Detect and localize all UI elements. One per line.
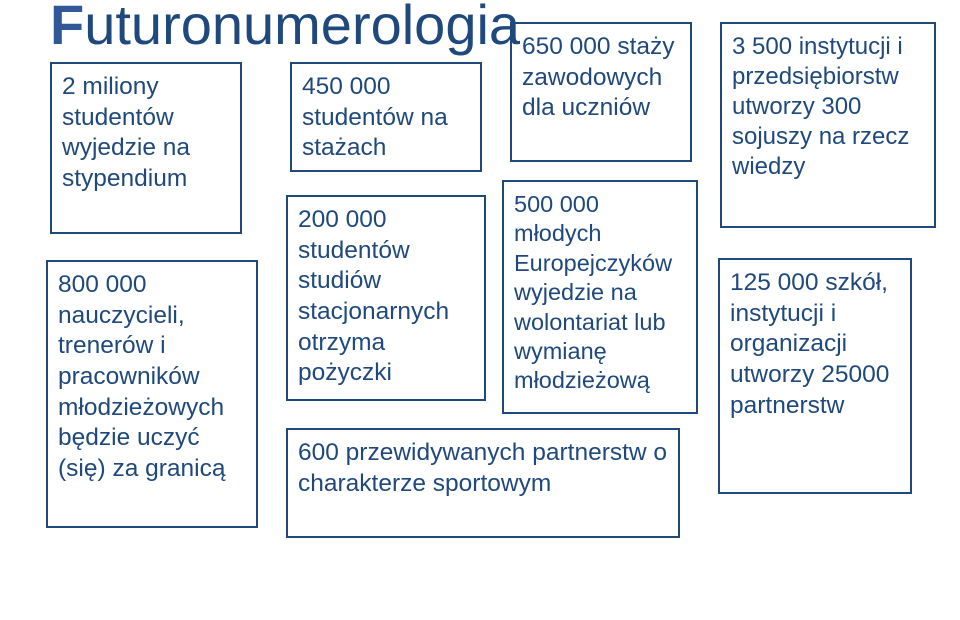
box-knowledge-alliances: 3 500 instytucji i przedsiębiorstw utwor… bbox=[720, 22, 936, 228]
box-sport-partnerships: 600 przewidywanych partnerstw o charakte… bbox=[286, 428, 680, 538]
box-students-internships: 450 000 studentów na stażach bbox=[290, 62, 482, 172]
box-students-abroad: 2 miliony studentów wyjedzie na stypendi… bbox=[50, 62, 242, 234]
box-student-loans: 200 000 studentów studiów stacjonarnych … bbox=[286, 195, 486, 401]
box-school-partnerships: 125 000 szkół, instytucji i organizacji … bbox=[718, 258, 912, 494]
box-youth-volunteering: 500 000 młodych Europejczyków wyjedzie n… bbox=[502, 180, 698, 414]
title-rest: uturonumerologia bbox=[84, 0, 520, 56]
box-vocational-internships: 650 000 staży zawodowych dla uczniów bbox=[510, 22, 692, 162]
box-teachers-abroad: 800 000 nauczycieli, trenerów i pracowni… bbox=[46, 260, 258, 528]
page-title: Futuronumerologia bbox=[50, 0, 520, 57]
title-first-letter: F bbox=[50, 0, 84, 56]
